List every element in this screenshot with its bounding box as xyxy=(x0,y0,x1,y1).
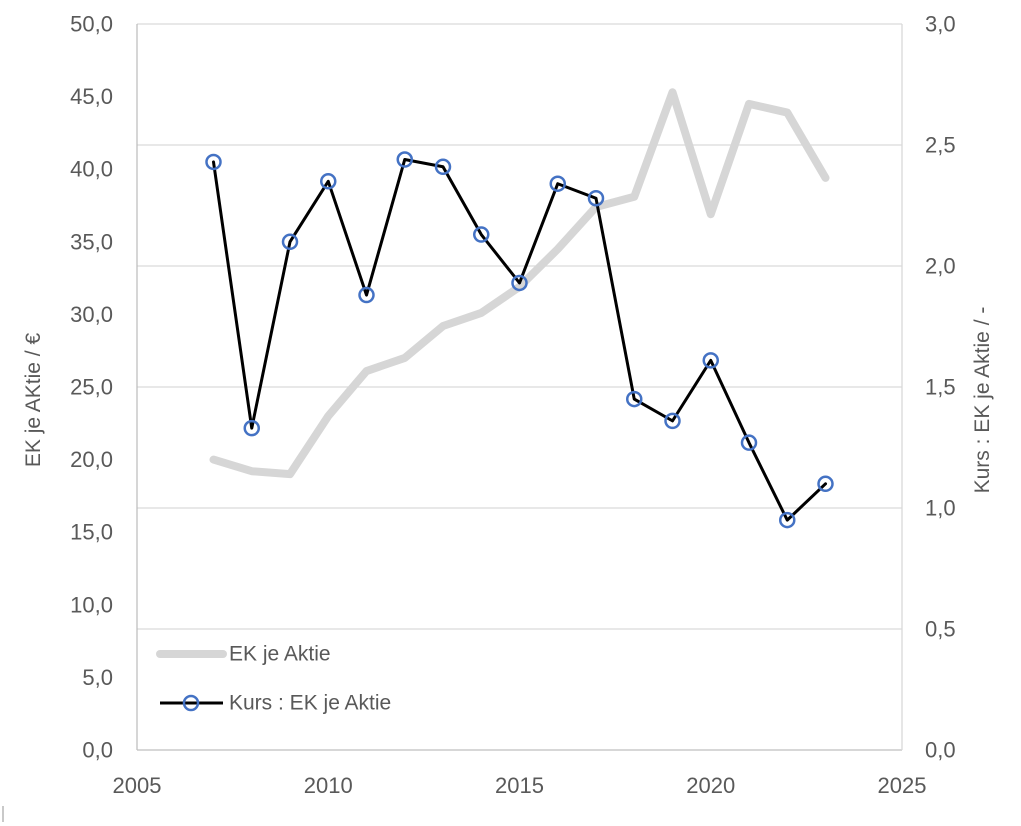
stray-cursor-artifact xyxy=(2,806,4,822)
right-axis-tick-label: 2,0 xyxy=(925,254,956,279)
left-axis-tick-label: 20,0 xyxy=(70,447,113,472)
legend-swatch-kurs-marker-icon xyxy=(182,694,200,712)
tick-labels: 0,0 5,0 10,0 15,0 20,0 25,0 30,0 35,0 40,0 45,0 50… xyxy=(70,12,955,799)
data-point-marker xyxy=(511,274,528,292)
data-point-marker xyxy=(473,226,490,243)
left-axis-tick-label: 40,0 xyxy=(70,157,113,182)
data-point-marker xyxy=(702,352,719,369)
left-axis-tick-label: 15,0 xyxy=(70,520,113,545)
x-axis-tick-label: 2020 xyxy=(686,773,735,798)
left-axis-tick-label: 25,0 xyxy=(70,375,113,400)
x-axis-tick-label: 2005 xyxy=(113,773,162,798)
x-axis-tick-label: 2015 xyxy=(495,773,544,798)
data-point-marker xyxy=(320,173,337,190)
legend-label-kurs-ek-je-aktie: Kurs : EK je Aktie xyxy=(229,692,391,715)
left-axis-title: EK je AKtie / € xyxy=(22,333,45,468)
data-point-marker xyxy=(358,286,375,304)
data-point-marker xyxy=(817,475,834,493)
right-axis-title: Kurs : EK je Aktie / - xyxy=(971,307,994,494)
right-axis-tick-label: 0,5 xyxy=(925,617,956,642)
left-axis-tick-label: 5,0 xyxy=(82,665,113,690)
series-line-kurs-ek-je-aktie xyxy=(212,158,827,522)
data-point-marker xyxy=(664,412,681,430)
data-point-marker xyxy=(396,151,413,168)
data-point-marker xyxy=(587,189,605,207)
data-point-marker xyxy=(626,390,643,408)
data-point-marker xyxy=(281,233,299,251)
axis-lines xyxy=(136,24,903,751)
right-axis-tick-label: 1,0 xyxy=(925,496,956,521)
left-axis-tick-label: 0,0 xyxy=(82,738,113,763)
data-point-marker xyxy=(205,153,222,171)
series-layer xyxy=(205,88,834,529)
right-axis-tick-label: 1,5 xyxy=(925,375,956,400)
data-point-marker xyxy=(549,175,566,192)
legend: EK je Aktie Kurs : EK je Aktie xyxy=(156,643,391,715)
x-axis-tick-label: 2025 xyxy=(878,773,927,798)
right-axis-tick-label: 2,5 xyxy=(925,133,956,158)
left-axis-tick-label: 50,0 xyxy=(70,12,113,37)
left-axis-tick-label: 35,0 xyxy=(70,229,113,254)
data-point-marker xyxy=(740,434,758,451)
data-point-marker xyxy=(243,419,260,437)
gridlines xyxy=(137,23,902,630)
left-axis-tick-label: 30,0 xyxy=(70,302,113,327)
data-point-marker xyxy=(434,158,452,176)
right-axis-tick-label: 3,0 xyxy=(925,12,956,37)
legend-label-ek-je-aktie: EK je Aktie xyxy=(229,643,331,666)
x-axis-tick-label: 2010 xyxy=(304,773,353,798)
series-line-ek-je-aktie xyxy=(209,88,830,479)
right-axis-tick-label: 0,0 xyxy=(925,738,956,763)
left-axis-tick-label: 45,0 xyxy=(70,84,113,109)
left-axis-tick-label: 10,0 xyxy=(70,592,113,617)
data-point-marker xyxy=(779,511,796,529)
